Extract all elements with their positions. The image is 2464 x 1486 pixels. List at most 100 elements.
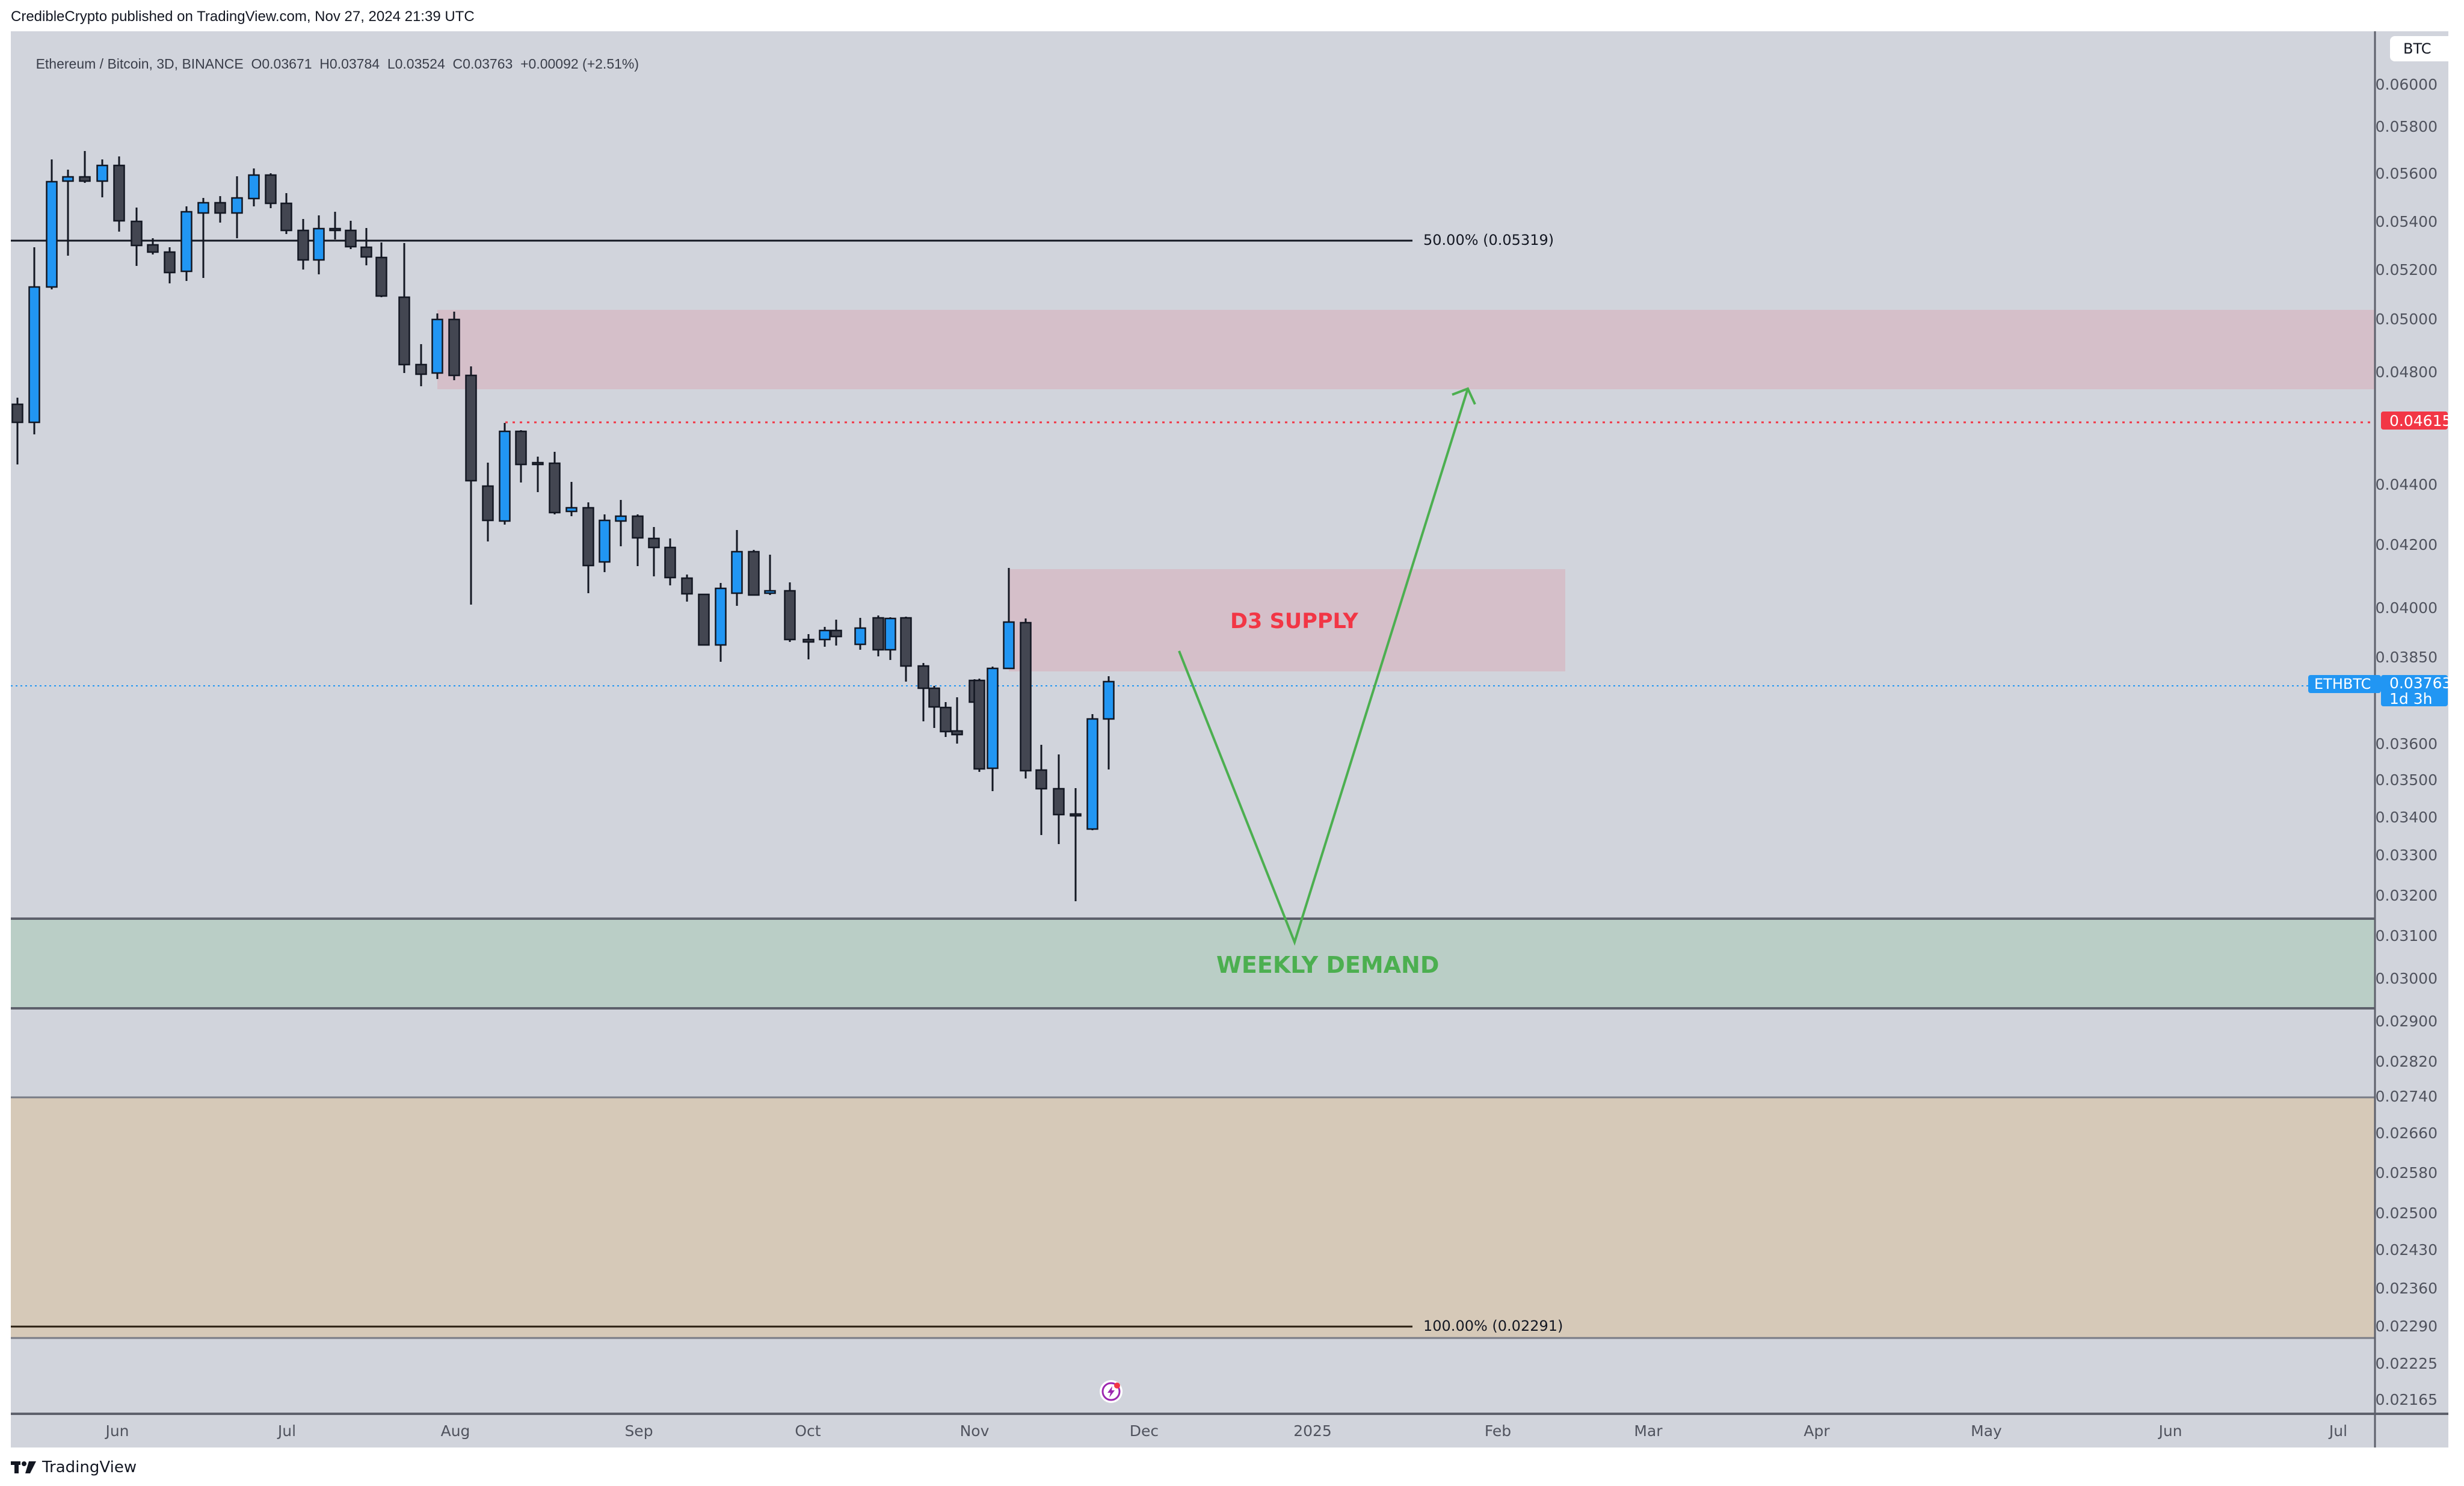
candle-body bbox=[231, 197, 243, 214]
time-tick-label: Feb bbox=[1484, 1422, 1512, 1440]
candle-body bbox=[1086, 718, 1098, 830]
published-info: CredibleCrypto published on TradingView.… bbox=[11, 8, 475, 25]
candle-body bbox=[802, 638, 815, 643]
candle-body bbox=[515, 430, 527, 466]
candle-body bbox=[748, 550, 760, 596]
candle-body bbox=[345, 229, 357, 248]
price-tick-label: 0.02360 bbox=[2375, 1280, 2438, 1297]
candle-body bbox=[62, 176, 74, 182]
candle-body bbox=[549, 462, 561, 514]
candle-body bbox=[884, 617, 896, 651]
candle-body bbox=[147, 244, 159, 253]
candle-body bbox=[830, 629, 842, 638]
change-value: +0.00092 (+2.51%) bbox=[520, 56, 639, 72]
candle-body bbox=[917, 665, 929, 689]
price-tick-label: 0.03300 bbox=[2375, 846, 2438, 864]
candle-body bbox=[375, 256, 387, 297]
candle-body bbox=[11, 403, 23, 424]
symbol-name[interactable]: Ethereum / Bitcoin, 3D, BINANCE bbox=[35, 56, 244, 72]
upper-supply-zone bbox=[437, 310, 2375, 389]
candle-body bbox=[1020, 621, 1032, 772]
candle-body bbox=[131, 220, 143, 247]
candle-body bbox=[431, 318, 443, 374]
time-tick-label: Oct bbox=[795, 1422, 821, 1440]
candle-body bbox=[265, 174, 277, 205]
candle-body bbox=[28, 286, 40, 424]
price-tick-label: 0.03850 bbox=[2375, 649, 2438, 666]
candle-body bbox=[973, 679, 985, 770]
current-price-value: 0.03763 bbox=[2389, 674, 2452, 692]
fib-100-label: 100.00% (0.02291) bbox=[1423, 1318, 1563, 1334]
candle-body bbox=[854, 627, 866, 646]
candle-body bbox=[648, 537, 660, 549]
price-tick-label: 0.04000 bbox=[2375, 599, 2438, 617]
price-tick-label: 0.03200 bbox=[2375, 887, 2438, 904]
close-value: 0.03763 bbox=[463, 56, 513, 72]
candle-body bbox=[565, 507, 578, 513]
candle-body bbox=[448, 318, 460, 377]
tradingview-footer[interactable]: TradingView bbox=[11, 1458, 137, 1476]
candle-body bbox=[731, 550, 743, 594]
price-tick-label: 0.02660 bbox=[2375, 1124, 2438, 1142]
price-tick-label: 0.03600 bbox=[2375, 735, 2438, 753]
projection-arrow bbox=[1178, 388, 1469, 946]
candle-body bbox=[764, 590, 776, 594]
red-level-price-badge: 0.04615 bbox=[2381, 412, 2451, 430]
price-tick-label: 0.02740 bbox=[2375, 1088, 2438, 1105]
chart-area[interactable]: Ethereum / Bitcoin, 3D, BINANCE O0.03671… bbox=[11, 31, 2455, 1447]
price-tick-label: 0.03400 bbox=[2375, 809, 2438, 826]
price-tick-label: 0.03100 bbox=[2375, 927, 2438, 945]
candle-body bbox=[951, 730, 963, 736]
candle-body bbox=[248, 174, 260, 200]
candle-body bbox=[987, 667, 999, 769]
time-tick-label: Aug bbox=[440, 1422, 470, 1440]
current-price-badge: 0.03763 1d 3h bbox=[2381, 674, 2452, 708]
candle-body bbox=[96, 164, 108, 182]
d3-supply-label: D3 SUPPLY bbox=[1230, 609, 1358, 634]
candle-body bbox=[329, 227, 341, 232]
price-tick-label: 0.04400 bbox=[2375, 476, 2438, 493]
lightning-event-icon[interactable] bbox=[1100, 1380, 1123, 1403]
candle-body bbox=[113, 164, 125, 222]
candle-body bbox=[1103, 680, 1115, 720]
time-tick-label: Mar bbox=[1634, 1422, 1663, 1440]
candle-body bbox=[398, 296, 410, 366]
candle-body bbox=[297, 229, 309, 261]
candle-body bbox=[465, 374, 477, 482]
price-tick-label: 0.04200 bbox=[2375, 536, 2438, 553]
candle-body bbox=[197, 202, 209, 214]
brand-name: TradingView bbox=[42, 1458, 137, 1476]
candle-body bbox=[360, 246, 372, 258]
time-tick-label: Jul bbox=[277, 1422, 297, 1440]
open-value: 0.03671 bbox=[262, 56, 312, 72]
price-tick-label: 0.02900 bbox=[2375, 1013, 2438, 1030]
time-tick-label: Jun bbox=[105, 1422, 129, 1440]
price-tick-label: 0.02165 bbox=[2375, 1391, 2438, 1408]
candle-body bbox=[715, 587, 727, 646]
lower-zone bbox=[11, 1097, 2375, 1338]
weekly-demand-zone bbox=[11, 919, 2375, 1008]
currency-button[interactable]: BTC bbox=[2390, 36, 2455, 61]
candle-body bbox=[784, 590, 796, 641]
candle-body bbox=[482, 485, 494, 522]
d3-supply-zone bbox=[1009, 569, 1565, 671]
bar-countdown: 1d 3h bbox=[2389, 690, 2433, 708]
candle-body bbox=[499, 430, 511, 522]
arrowhead-icon bbox=[1452, 387, 1476, 405]
time-tick-label: Jun bbox=[2158, 1422, 2182, 1440]
time-tick-label: Nov bbox=[959, 1422, 990, 1440]
price-tick-label: 0.04800 bbox=[2375, 363, 2438, 381]
candle-body bbox=[164, 251, 176, 274]
candlestick-chart[interactable] bbox=[11, 31, 2448, 1447]
candle-body bbox=[664, 546, 676, 579]
candle-body bbox=[280, 202, 292, 232]
candle-body bbox=[900, 617, 912, 667]
weekly-demand-label: WEEKLY DEMAND bbox=[1216, 952, 1440, 978]
candle-body bbox=[681, 577, 693, 595]
price-tick-label: 0.05000 bbox=[2375, 310, 2438, 328]
price-tick-label: 0.02290 bbox=[2375, 1318, 2438, 1335]
candle-body bbox=[582, 507, 594, 567]
price-tick-label: 0.02430 bbox=[2375, 1241, 2438, 1259]
candle-body bbox=[940, 706, 952, 733]
candle-body bbox=[1070, 813, 1082, 817]
